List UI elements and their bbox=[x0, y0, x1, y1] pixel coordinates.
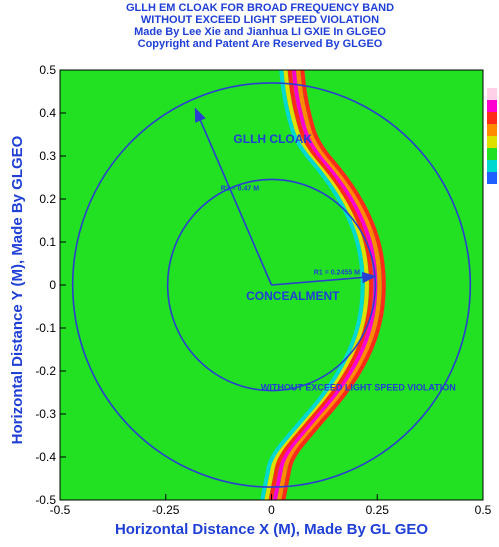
colorbar-swatch bbox=[487, 100, 497, 112]
title-line: GLLH EM CLOAK FOR BROAD FREQUENCY BAND bbox=[125, 2, 395, 14]
x-tick-label: -0.25 bbox=[152, 503, 180, 517]
concealment-label: CONCEALMENT bbox=[246, 289, 340, 303]
y-tick-label: 0.4 bbox=[39, 106, 56, 120]
outer-radius-arrow bbox=[194, 107, 273, 286]
colorbar-swatch bbox=[487, 112, 497, 124]
title-line: WITHOUT EXCEED LIGHT SPEED VIOLATION bbox=[140, 14, 380, 26]
y-tick-label: 0.1 bbox=[39, 235, 56, 249]
y-axis-label: Horizontal Distance Y (M), Made By GLGEO bbox=[9, 135, 26, 444]
title-line: Copyright and Patent Are Reserved By GLG… bbox=[137, 38, 383, 50]
wave-band bbox=[277, 70, 382, 500]
x-tick-label: -0.5 bbox=[50, 503, 71, 517]
title-line: Made By Lee Xie and Jianhua LI GXIE In G… bbox=[134, 26, 386, 38]
annotations: GLLH CLOAK R2 = 0.47 M R1 = 0.2455 M CONCEA… bbox=[221, 132, 456, 392]
colorbar-swatch bbox=[487, 124, 497, 136]
inner-radius-arrow bbox=[271, 271, 377, 286]
y-tick-label: -0.4 bbox=[35, 450, 56, 464]
wave-band bbox=[281, 70, 386, 500]
chart-title: GLLH EM CLOAK FOR BROAD FREQUENCY BAND W… bbox=[40, 2, 480, 50]
x-axis-label: Horizontal Distance X (M), Made By GL GE… bbox=[115, 521, 428, 538]
y-tick-label: -0.2 bbox=[35, 364, 56, 378]
y-tick-label: 0.2 bbox=[39, 192, 56, 206]
radius-arrows bbox=[194, 107, 377, 286]
y-tick-label: 0 bbox=[49, 278, 56, 292]
inner-circle bbox=[166, 178, 377, 392]
y-tick-label: -0.5 bbox=[35, 493, 56, 507]
y-tick-label: -0.3 bbox=[35, 407, 56, 421]
colorbar-swatch bbox=[487, 136, 497, 148]
colorbar-swatch bbox=[487, 148, 497, 160]
y-tick-label: -0.1 bbox=[35, 321, 56, 335]
inner-radius-label: R1 = 0.2455 M bbox=[314, 269, 360, 276]
x-tick-label: 0 bbox=[268, 503, 275, 517]
cloak-circles bbox=[71, 82, 472, 488]
x-tick-label: 0.25 bbox=[366, 503, 390, 517]
y-tick-label: 0.3 bbox=[39, 149, 56, 163]
without-violation-label: WITHOUT EXCEED LIGHT SPEED VIOLATION bbox=[261, 382, 456, 392]
gllh-cloak-label: GLLH CLOAK bbox=[233, 132, 312, 146]
axis-ticks: -0.5 -0.25 0 0.25 0.5 0.5 0.4 0.3 0.2 0.1 0 -0.1 -0.… bbox=[35, 63, 491, 517]
colorbar-swatch bbox=[487, 172, 497, 184]
colorbar bbox=[487, 88, 497, 184]
y-tick-label: 0.5 bbox=[39, 63, 56, 77]
x-tick-label: 0.5 bbox=[475, 503, 492, 517]
outer-circle bbox=[71, 82, 472, 488]
outer-radius-label: R2 = 0.47 M bbox=[221, 185, 259, 192]
colorbar-swatch bbox=[487, 160, 497, 172]
colorbar-swatch bbox=[487, 88, 497, 100]
